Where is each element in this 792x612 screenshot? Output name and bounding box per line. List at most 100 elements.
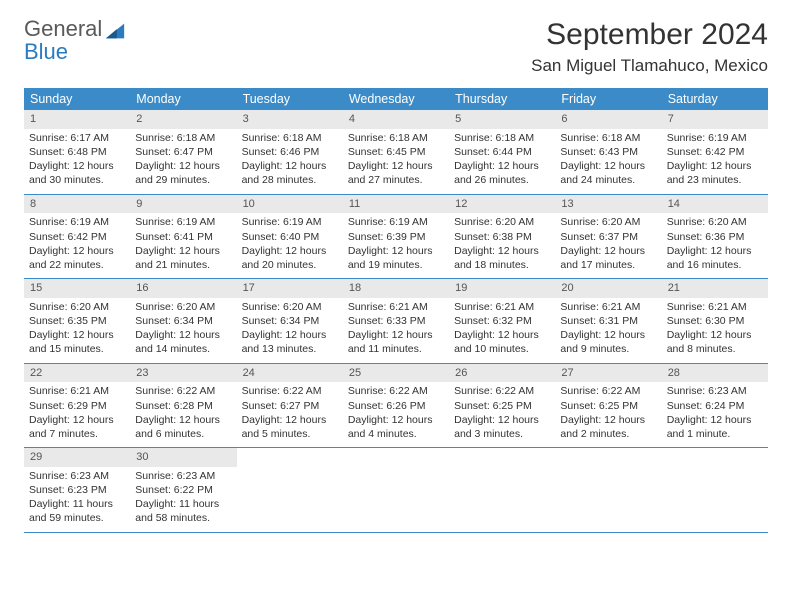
week-row: 29Sunrise: 6:23 AMSunset: 6:23 PMDayligh… bbox=[24, 448, 768, 533]
cell-body: Sunrise: 6:21 AMSunset: 6:32 PMDaylight:… bbox=[449, 300, 555, 357]
sunset-line: Sunset: 6:42 PM bbox=[667, 145, 763, 159]
sunrise-line: Sunrise: 6:17 AM bbox=[29, 131, 125, 145]
day-number: 3 bbox=[237, 110, 343, 129]
cell-body: Sunrise: 6:23 AMSunset: 6:22 PMDaylight:… bbox=[130, 469, 236, 526]
daylight-line-2: and 20 minutes. bbox=[242, 258, 338, 272]
calendar-cell: 26Sunrise: 6:22 AMSunset: 6:25 PMDayligh… bbox=[449, 364, 555, 448]
logo: General Blue bbox=[24, 18, 126, 63]
cell-body: Sunrise: 6:18 AMSunset: 6:44 PMDaylight:… bbox=[449, 131, 555, 188]
sunrise-line: Sunrise: 6:20 AM bbox=[667, 215, 763, 229]
logo-text-block: General Blue bbox=[24, 18, 102, 63]
sunset-line: Sunset: 6:47 PM bbox=[135, 145, 231, 159]
sunrise-line: Sunrise: 6:19 AM bbox=[242, 215, 338, 229]
daylight-line-2: and 58 minutes. bbox=[135, 511, 231, 525]
daylight-line-2: and 10 minutes. bbox=[454, 342, 550, 356]
daylight-line-1: Daylight: 12 hours bbox=[348, 159, 444, 173]
sunset-line: Sunset: 6:42 PM bbox=[29, 230, 125, 244]
cell-body: Sunrise: 6:20 AMSunset: 6:34 PMDaylight:… bbox=[130, 300, 236, 357]
calendar-cell: 19 Sunrise: 6:21 AMSunset: 6:32 PMDayligh… bbox=[449, 279, 555, 363]
sunrise-line: Sunrise: 6:18 AM bbox=[242, 131, 338, 145]
day-number: 10 bbox=[237, 195, 343, 214]
sunrise-line: Sunrise: 6:19 AM bbox=[667, 131, 763, 145]
day-header-sunday: Sunday bbox=[24, 88, 130, 110]
sunset-line: Sunset: 6:31 PM bbox=[560, 314, 656, 328]
sunrise-line: Sunrise: 6:22 AM bbox=[348, 384, 444, 398]
sunset-line: Sunset: 6:28 PM bbox=[135, 399, 231, 413]
calendar-cell bbox=[662, 448, 768, 532]
month-title: September 2024 bbox=[531, 18, 768, 52]
daylight-line-1: Daylight: 12 hours bbox=[242, 159, 338, 173]
cell-body: Sunrise: 6:23 AMSunset: 6:24 PMDaylight:… bbox=[662, 384, 768, 441]
daylight-line-2: and 17 minutes. bbox=[560, 258, 656, 272]
sunset-line: Sunset: 6:48 PM bbox=[29, 145, 125, 159]
cell-body: Sunrise: 6:20 AMSunset: 6:36 PMDaylight:… bbox=[662, 215, 768, 272]
day-number: 7 bbox=[662, 110, 768, 129]
calendar-cell: 23Sunrise: 6:22 AMSunset: 6:28 PMDayligh… bbox=[130, 364, 236, 448]
day-number: 18 bbox=[343, 279, 449, 298]
calendar-cell: 3Sunrise: 6:18 AMSunset: 6:46 PMDaylight… bbox=[237, 110, 343, 194]
daylight-line-1: Daylight: 12 hours bbox=[348, 244, 444, 258]
daylight-line-2: and 5 minutes. bbox=[242, 427, 338, 441]
calendar-cell: 25Sunrise: 6:22 AMSunset: 6:26 PMDayligh… bbox=[343, 364, 449, 448]
sunrise-line: Sunrise: 6:19 AM bbox=[29, 215, 125, 229]
sunrise-line: Sunrise: 6:21 AM bbox=[348, 300, 444, 314]
cell-body: Sunrise: 6:22 AMSunset: 6:25 PMDaylight:… bbox=[555, 384, 661, 441]
calendar-cell: 6Sunrise: 6:18 AMSunset: 6:43 PMDaylight… bbox=[555, 110, 661, 194]
daylight-line-2: and 19 minutes. bbox=[348, 258, 444, 272]
sunset-line: Sunset: 6:32 PM bbox=[454, 314, 550, 328]
sunrise-line: Sunrise: 6:21 AM bbox=[29, 384, 125, 398]
sunset-line: Sunset: 6:36 PM bbox=[667, 230, 763, 244]
daylight-line-2: and 6 minutes. bbox=[135, 427, 231, 441]
calendar-cell: 20 Sunrise: 6:21 AMSunset: 6:31 PMDayligh… bbox=[555, 279, 661, 363]
sunset-line: Sunset: 6:33 PM bbox=[348, 314, 444, 328]
daylight-line-1: Daylight: 12 hours bbox=[667, 159, 763, 173]
week-row: 1Sunrise: 6:17 AMSunset: 6:48 PMDaylight… bbox=[24, 110, 768, 195]
day-number: 19 bbox=[449, 279, 555, 298]
daylight-line-1: Daylight: 12 hours bbox=[29, 328, 125, 342]
daylight-line-2: and 24 minutes. bbox=[560, 173, 656, 187]
cell-body: Sunrise: 6:21 AMSunset: 6:30 PMDaylight:… bbox=[662, 300, 768, 357]
cell-body: Sunrise: 6:18 AMSunset: 6:45 PMDaylight:… bbox=[343, 131, 449, 188]
day-number: 29 bbox=[24, 448, 130, 467]
day-number: 8 bbox=[24, 195, 130, 214]
daylight-line-2: and 59 minutes. bbox=[29, 511, 125, 525]
week-row: 8Sunrise: 6:19 AMSunset: 6:42 PMDaylight… bbox=[24, 195, 768, 280]
daylight-line-1: Daylight: 12 hours bbox=[348, 413, 444, 427]
sunrise-line: Sunrise: 6:22 AM bbox=[242, 384, 338, 398]
cell-body: Sunrise: 6:19 AMSunset: 6:42 PMDaylight:… bbox=[24, 215, 130, 272]
daylight-line-1: Daylight: 12 hours bbox=[29, 244, 125, 258]
calendar-cell: 27Sunrise: 6:22 AMSunset: 6:25 PMDayligh… bbox=[555, 364, 661, 448]
sunrise-line: Sunrise: 6:20 AM bbox=[29, 300, 125, 314]
daylight-line-2: and 22 minutes. bbox=[29, 258, 125, 272]
calendar-cell: 16Sunrise: 6:20 AMSunset: 6:34 PMDayligh… bbox=[130, 279, 236, 363]
sunset-line: Sunset: 6:25 PM bbox=[454, 399, 550, 413]
calendar-cell: 24Sunrise: 6:22 AMSunset: 6:27 PMDayligh… bbox=[237, 364, 343, 448]
day-number: 23 bbox=[130, 364, 236, 383]
daylight-line-1: Daylight: 12 hours bbox=[242, 413, 338, 427]
day-number: 13 bbox=[555, 195, 661, 214]
cell-body: Sunrise: 6:22 AMSunset: 6:28 PMDaylight:… bbox=[130, 384, 236, 441]
daylight-line-1: Daylight: 12 hours bbox=[135, 413, 231, 427]
calendar-cell: 4Sunrise: 6:18 AMSunset: 6:45 PMDaylight… bbox=[343, 110, 449, 194]
day-number: 2 bbox=[130, 110, 236, 129]
sunrise-line: Sunrise: 6:20 AM bbox=[135, 300, 231, 314]
daylight-line-1: Daylight: 12 hours bbox=[242, 244, 338, 258]
day-number: 30 bbox=[130, 448, 236, 467]
sunrise-line: Sunrise: 6:18 AM bbox=[560, 131, 656, 145]
daylight-line-2: and 7 minutes. bbox=[29, 427, 125, 441]
day-header-wednesday: Wednesday bbox=[343, 88, 449, 110]
daylight-line-2: and 18 minutes. bbox=[454, 258, 550, 272]
cell-body: Sunrise: 6:21 AMSunset: 6:33 PMDaylight:… bbox=[343, 300, 449, 357]
calendar-cell: 28Sunrise: 6:23 AMSunset: 6:24 PMDayligh… bbox=[662, 364, 768, 448]
daylight-line-1: Daylight: 12 hours bbox=[560, 244, 656, 258]
daylight-line-2: and 13 minutes. bbox=[242, 342, 338, 356]
daylight-line-2: and 9 minutes. bbox=[560, 342, 656, 356]
day-number: 5 bbox=[449, 110, 555, 129]
sunset-line: Sunset: 6:24 PM bbox=[667, 399, 763, 413]
calendar-cell: 5 Sunrise: 6:18 AMSunset: 6:44 PMDaylight… bbox=[449, 110, 555, 194]
day-number: 20 bbox=[555, 279, 661, 298]
daylight-line-1: Daylight: 12 hours bbox=[454, 413, 550, 427]
cell-body: Sunrise: 6:21 AMSunset: 6:31 PMDaylight:… bbox=[555, 300, 661, 357]
daylight-line-2: and 1 minute. bbox=[667, 427, 763, 441]
calendar-cell: 29Sunrise: 6:23 AMSunset: 6:23 PMDayligh… bbox=[24, 448, 130, 532]
